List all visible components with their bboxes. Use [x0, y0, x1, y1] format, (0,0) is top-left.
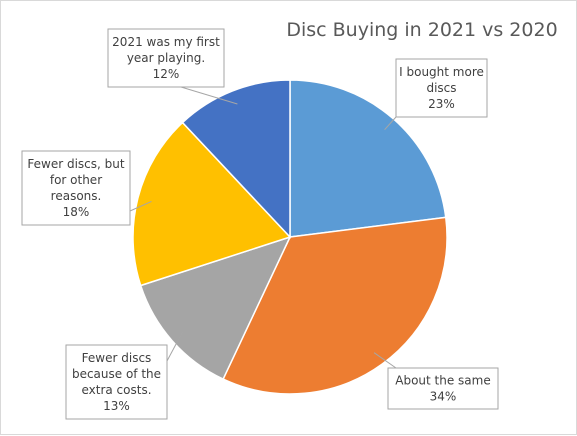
data-label-category: extra costs. — [81, 383, 151, 397]
data-callout-box — [65, 344, 168, 420]
data-label-category: reasons. — [51, 189, 102, 203]
data-callout-box — [107, 28, 225, 88]
data-label-category: because of the — [72, 367, 161, 381]
data-callouts: I bought more discs 23% About the same 34% Fe… — [21, 28, 499, 420]
pie-slice — [139, 235, 292, 381]
callout-leader-line — [180, 86, 238, 105]
data-label-category: for other — [50, 173, 102, 187]
data-label-category: About the same — [395, 374, 490, 388]
data-callout-box — [395, 58, 488, 118]
pie-slice — [181, 79, 291, 239]
callout-leader-line — [384, 116, 397, 131]
data-label-value: 34% — [430, 390, 457, 404]
data-label-value: 12% — [153, 67, 180, 81]
chart-title: Disc Buying in 2021 vs 2020 — [286, 19, 557, 41]
data-label-category: 2021 was my first — [112, 35, 220, 49]
data-callout-box — [387, 367, 499, 410]
pie-slice — [132, 121, 292, 287]
callout-leader-line — [129, 200, 152, 212]
data-label-category: I bought more — [399, 65, 484, 79]
data-label-value: 18% — [63, 205, 90, 219]
callout-leader-line — [166, 331, 184, 362]
data-label-category: year playing. — [127, 51, 205, 65]
pie-slices — [132, 79, 448, 395]
data-label-category: Fewer discs, but — [27, 157, 124, 171]
data-label-value: 13% — [103, 399, 130, 413]
callout-leader-line — [373, 352, 397, 369]
data-label-category: Fewer discs — [82, 351, 152, 365]
data-label-value: 23% — [428, 97, 455, 111]
data-label-category: discs — [426, 81, 456, 95]
data-callout-box — [21, 150, 131, 226]
